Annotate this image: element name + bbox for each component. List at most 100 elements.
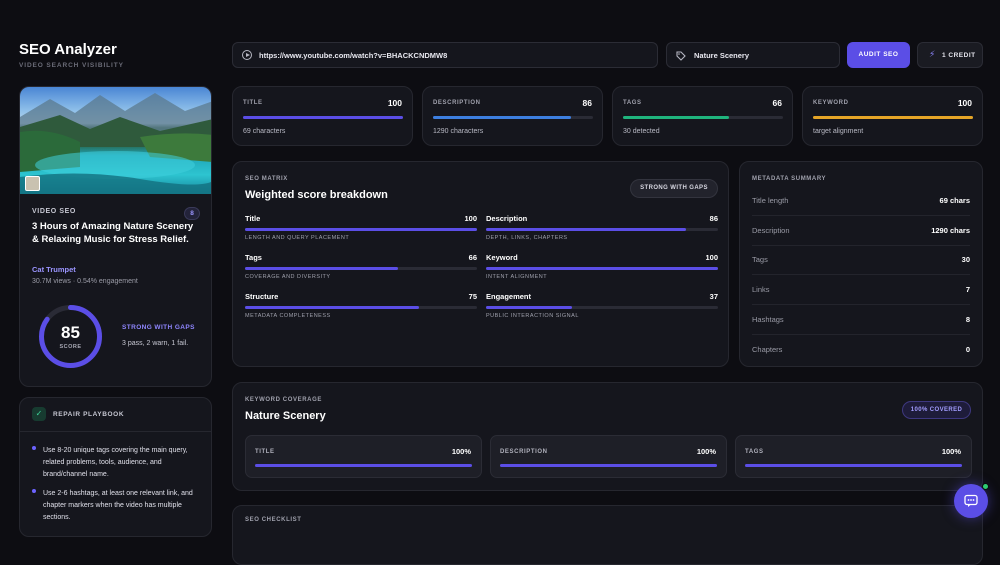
stat-bar [433, 116, 593, 119]
coverage-bar [255, 464, 472, 467]
score-value: 85 [61, 323, 80, 342]
coverage-badge: 100% COVERED [902, 401, 971, 419]
online-indicator [982, 483, 989, 490]
channel-avatar [25, 176, 40, 191]
coverage-item-name: TITLE [255, 449, 275, 455]
matrix-bar [486, 228, 718, 231]
matrix-item-value: 37 [709, 292, 718, 301]
coverage-item-value: 100% [451, 447, 471, 456]
coverage-item-value: 100% [696, 447, 716, 456]
video-thumbnail[interactable] [20, 87, 211, 194]
seo-matrix-card: SEO MATRIX Weighted score breakdown STRO… [232, 161, 729, 367]
matrix-bar [486, 267, 718, 270]
matrix-bar [486, 306, 718, 309]
coverage-keyword: Nature Scenery [245, 410, 326, 422]
stat-bar [623, 116, 783, 119]
video-seo-tag: VIDEO SEO [32, 208, 76, 215]
checklist-label: SEO CHECKLIST [245, 517, 302, 523]
score-detail: 3 pass, 2 warn, 1 fail. [122, 340, 189, 347]
matrix-item-value: 66 [468, 253, 477, 262]
summary-value: 30 [961, 255, 970, 265]
summary-key: Description [752, 225, 790, 235]
stat-bar [813, 116, 973, 119]
stat-label: TAGS [623, 100, 642, 106]
summary-divider [752, 215, 970, 216]
summary-value: 1290 chars [931, 225, 970, 235]
coverage-item: DESCRIPTION 100% [490, 435, 727, 478]
coverage-item-name: DESCRIPTION [500, 449, 548, 455]
score-verdict: STRONG WITH GAPS [122, 324, 195, 331]
coverage-label: KEYWORD COVERAGE [245, 397, 322, 403]
stat-sub: 30 detected [623, 128, 660, 135]
stat-value: 66 [772, 98, 782, 108]
app-title: SEO Analyzer [19, 41, 117, 58]
summary-value: 0 [965, 344, 970, 354]
score-label: SCORE [59, 344, 82, 350]
audit-seo-button[interactable]: AUDIT SEO [847, 42, 910, 68]
coverage-bar-fill [500, 464, 717, 467]
stat-label: TITLE [243, 100, 263, 106]
matrix-item-name: Engagement [486, 292, 532, 301]
playbook-item-text: Use 2-6 hashtags, at least one relevant … [43, 490, 193, 521]
coverage-bar [745, 464, 962, 467]
matrix-item-sub: DEPTH, LINKS, CHAPTERS [486, 235, 568, 241]
keyword-coverage-card: KEYWORD COVERAGE Nature Scenery 100% COV… [232, 382, 983, 491]
playbook-item: Use 2-6 hashtags, at least one relevant … [32, 488, 202, 524]
app-subtitle: VIDEO SEARCH VISIBILITY [19, 62, 124, 69]
video-badge: 8 [184, 207, 200, 220]
video-card: VIDEO SEO 8 3 Hours of Amazing Nature Sc… [19, 86, 212, 387]
summary-divider [752, 244, 970, 246]
matrix-bar-fill [245, 228, 477, 231]
matrix-bar-fill [486, 228, 686, 231]
summary-value: 8 [965, 314, 970, 324]
credit-label: 1 CREDIT [942, 52, 976, 59]
check-icon: ✓ [32, 407, 46, 421]
matrix-item-name: Title [245, 214, 261, 223]
coverage-item-value: 100% [941, 447, 961, 456]
chat-button[interactable] [954, 483, 989, 518]
matrix-item-sub: METADATA COMPLETENESS [245, 313, 331, 319]
matrix-item-name: Structure [245, 292, 279, 301]
channel-name[interactable]: Cat Trumpet [32, 265, 76, 274]
coverage-bar-fill [745, 464, 962, 467]
credit-button[interactable]: ⚡ 1 CREDIT [917, 42, 983, 68]
matrix-item-sub: INTENT ALIGNMENT [486, 274, 548, 280]
coverage-bar [500, 464, 717, 467]
summary-key: Chapters [752, 344, 783, 354]
stat-value: 100 [957, 98, 972, 108]
matrix-bar-fill [245, 306, 419, 309]
stat-bar [243, 116, 403, 119]
stat-sub: 1290 characters [433, 128, 484, 135]
summary-divider [752, 304, 970, 306]
playbook-title: REPAIR PLAYBOOK [53, 411, 125, 418]
matrix-item-value: 100 [705, 253, 718, 262]
summary-key: Tags [752, 255, 768, 265]
summary-value: 69 chars [939, 196, 970, 205]
coverage-item-name: TAGS [745, 449, 764, 455]
matrix-bar-fill [486, 267, 718, 270]
stat-bar-fill [433, 116, 571, 119]
stat-card: TITLE 100 69 characters [232, 86, 413, 146]
url-input[interactable]: https://www.youtube.com/watch?v=BHACKCND… [232, 42, 658, 68]
playbook-item-text: Use 8-20 unique tags covering the main q… [43, 447, 188, 478]
stat-label: KEYWORD [813, 100, 849, 106]
matrix-item-value: 75 [468, 292, 477, 301]
summary-title: METADATA SUMMARY [752, 176, 827, 182]
matrix-item-value: 86 [709, 214, 718, 223]
matrix-bar-fill [245, 267, 399, 270]
matrix-badge: STRONG WITH GAPS [630, 179, 718, 198]
matrix-title: Weighted score breakdown [245, 189, 388, 201]
audit-seo-label: AUDIT SEO [858, 51, 899, 58]
coverage-item: TAGS 100% [735, 435, 972, 478]
stat-sub: target alignment [813, 128, 864, 135]
matrix-bar [245, 228, 477, 231]
matrix-item-name: Tags [245, 253, 262, 262]
matrix-item-sub: COVERAGE AND DIVERSITY [245, 274, 331, 280]
summary-key: Links [752, 285, 770, 295]
keyword-value: Nature Scenery [694, 51, 750, 60]
stat-card: DESCRIPTION 86 1290 characters [422, 86, 603, 146]
chat-icon [964, 494, 978, 507]
stat-bar-fill [243, 116, 403, 119]
bolt-icon: ⚡ [929, 49, 936, 59]
keyword-input[interactable]: Nature Scenery [666, 42, 840, 68]
